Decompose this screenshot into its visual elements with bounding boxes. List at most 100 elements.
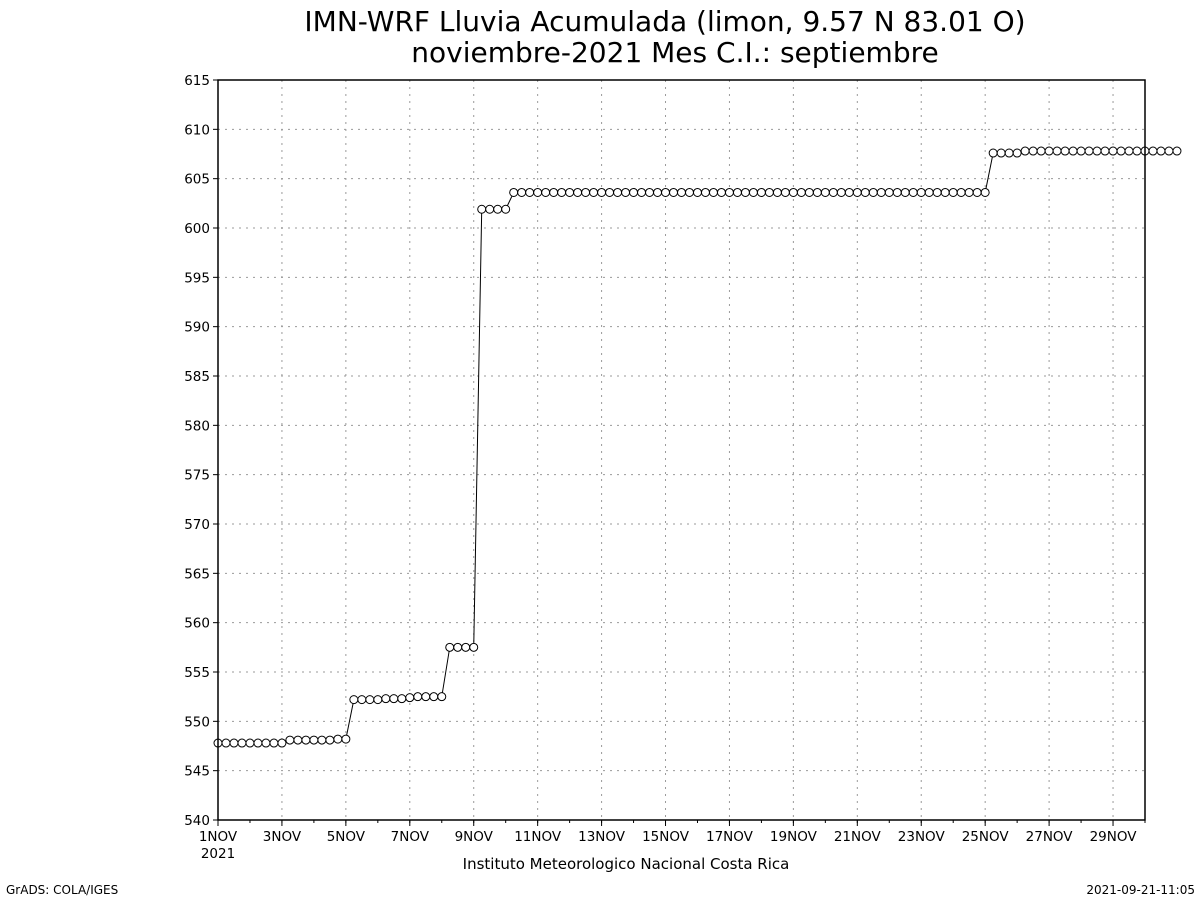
data-point	[964, 187, 974, 197]
y-tick-label: 565	[184, 566, 210, 582]
data-point	[1108, 146, 1118, 156]
x-tick-label: 17NOV	[706, 829, 754, 845]
data-point	[221, 738, 231, 748]
data-point	[900, 187, 910, 197]
y-tick-label: 550	[184, 714, 210, 730]
data-point	[333, 734, 343, 744]
data-point	[1164, 146, 1174, 156]
data-point	[365, 695, 375, 705]
data-point	[940, 187, 950, 197]
data-point	[469, 642, 479, 652]
data-point	[972, 187, 982, 197]
x-tick-label: 21NOV	[834, 829, 882, 845]
data-point	[405, 693, 415, 703]
data-point	[325, 735, 335, 745]
data-point	[429, 692, 439, 702]
data-point	[629, 187, 639, 197]
data-point	[445, 642, 455, 652]
data-point	[876, 187, 886, 197]
data-point	[349, 695, 359, 705]
data-point	[245, 738, 255, 748]
x-tick-label: 5NOV	[327, 829, 366, 845]
data-point	[645, 187, 655, 197]
data-point	[653, 187, 663, 197]
data-point	[1044, 146, 1054, 156]
data-point	[1020, 146, 1030, 156]
y-tick-label: 610	[184, 122, 210, 138]
data-point	[1036, 146, 1046, 156]
data-point	[748, 187, 758, 197]
data-point	[517, 187, 527, 197]
x-tick-sublabel: 2021	[201, 846, 235, 862]
data-point	[317, 735, 327, 745]
data-point	[716, 187, 726, 197]
y-tick-label: 540	[184, 813, 210, 829]
data-point	[860, 187, 870, 197]
x-tick-label: 15NOV	[642, 829, 690, 845]
data-point	[804, 187, 814, 197]
data-point	[261, 738, 271, 748]
y-tick-label: 575	[184, 468, 210, 484]
chart-subtitle: noviembre-2021 Mes C.I.: septiembre	[411, 36, 938, 69]
data-point	[1092, 146, 1102, 156]
data-point	[269, 738, 279, 748]
data-point	[884, 187, 894, 197]
x-tick-label: 9NOV	[455, 829, 494, 845]
data-point	[1116, 146, 1126, 156]
data-point	[541, 187, 551, 197]
data-point	[533, 187, 543, 197]
data-point	[796, 187, 806, 197]
data-point	[844, 187, 854, 197]
data-point	[637, 187, 647, 197]
data-point	[988, 148, 998, 158]
data-point	[740, 187, 750, 197]
data-point	[772, 187, 782, 197]
data-point	[581, 187, 591, 197]
series-line	[218, 150, 1177, 744]
data-point	[828, 187, 838, 197]
grads-credit: GrADS: COLA/IGES	[6, 883, 118, 897]
y-tick-label: 585	[184, 369, 210, 385]
x-tick-label: 27NOV	[1026, 829, 1074, 845]
data-point	[1052, 146, 1062, 156]
x-tick-label: 13NOV	[578, 829, 626, 845]
data-point	[892, 187, 902, 197]
y-tick-label: 560	[184, 616, 210, 632]
x-tick-label: 7NOV	[391, 829, 430, 845]
data-point	[916, 187, 926, 197]
data-point	[389, 694, 399, 704]
y-tick-label: 545	[184, 764, 210, 780]
data-point	[509, 187, 519, 197]
timestamp-label: 2021-09-21-11:05	[1086, 883, 1195, 897]
data-point	[1028, 146, 1038, 156]
data-point	[996, 148, 1006, 158]
data-point	[836, 187, 846, 197]
data-point	[756, 187, 766, 197]
data-point	[565, 187, 575, 197]
data-point	[1148, 146, 1158, 156]
data-point	[373, 695, 383, 705]
data-point	[613, 187, 623, 197]
data-point	[605, 187, 615, 197]
data-point	[557, 187, 567, 197]
data-point	[948, 187, 958, 197]
data-point	[1004, 148, 1014, 158]
data-point	[932, 187, 942, 197]
data-point	[812, 187, 822, 197]
data-point	[621, 187, 631, 197]
data-point	[764, 187, 774, 197]
data-point	[525, 187, 535, 197]
data-point	[461, 642, 471, 652]
data-point	[868, 187, 878, 197]
y-tick-label: 570	[184, 517, 210, 533]
y-tick-label: 600	[184, 221, 210, 237]
data-point	[677, 187, 686, 197]
data-point	[413, 692, 423, 702]
data-point	[485, 204, 495, 214]
y-tick-label: 615	[184, 73, 210, 89]
data-point	[1100, 146, 1110, 156]
data-point	[1076, 146, 1086, 156]
data-point	[708, 187, 718, 197]
data-point	[293, 735, 303, 745]
